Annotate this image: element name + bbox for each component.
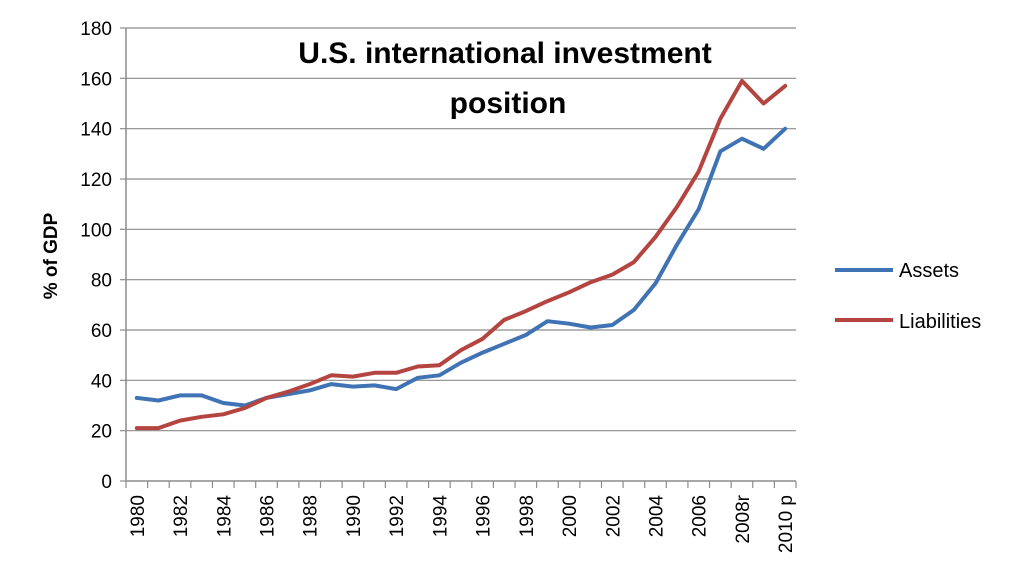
x-tick-label: 1986: [257, 495, 278, 537]
y-tick-label: 100: [80, 220, 112, 241]
x-tick-label: 2010 p: [776, 495, 797, 553]
x-tick-label: 1982: [171, 495, 192, 537]
series-line-assets: [134, 126, 788, 408]
x-tick-label: 1980: [128, 495, 149, 537]
chart-title-line-2: position: [450, 87, 567, 120]
x-tick-label: 1988: [301, 495, 322, 537]
y-tick-label: 180: [80, 19, 112, 40]
legend-item-liabilities: Liabilities: [835, 311, 981, 333]
y-tick-label: 140: [80, 120, 112, 141]
y-tick-label: 80: [91, 271, 112, 292]
y-tick-label: 160: [80, 69, 112, 90]
y-tick-label: 60: [91, 321, 112, 342]
x-tick-label: 2008r: [733, 494, 754, 543]
series-lines: [134, 78, 788, 431]
series-line-liabilities: [134, 78, 788, 431]
x-tick-label: 1984: [214, 495, 235, 538]
x-tick-label: 1990: [344, 495, 365, 537]
x-tick-label: 2000: [560, 495, 581, 537]
y-tick-label: 120: [80, 170, 112, 191]
y-tick-label: 20: [91, 422, 112, 443]
y-axis-label: % of GDP: [41, 212, 62, 299]
x-tick-label: 1994: [430, 495, 451, 538]
x-tick-label: 1996: [474, 495, 495, 537]
y-tick-label: 40: [91, 371, 112, 392]
legend-label-assets: Assets: [899, 260, 959, 282]
axes: [120, 27, 797, 488]
y-tick-label: 0: [101, 472, 112, 493]
chart-title-line-1: U.S. international investment: [298, 37, 711, 70]
grid-lines: [126, 27, 796, 432]
chart-title: U.S. international investment position: [298, 37, 711, 120]
x-tick-label: 1998: [517, 495, 538, 537]
tick-labels: 0 20 40 60 80 100 120 140 160 180 1980 1982 1984 1986…: [80, 19, 797, 553]
legend-label-liabilities: Liabilities: [899, 311, 981, 333]
legend-item-assets: Assets: [835, 260, 959, 282]
x-tick-label: 2004: [647, 495, 668, 538]
x-tick-label: 2002: [603, 495, 624, 537]
x-tick-label: 2006: [690, 495, 711, 537]
legend: Assets Liabilities: [835, 260, 981, 333]
x-tick-label: 1992: [387, 495, 408, 537]
